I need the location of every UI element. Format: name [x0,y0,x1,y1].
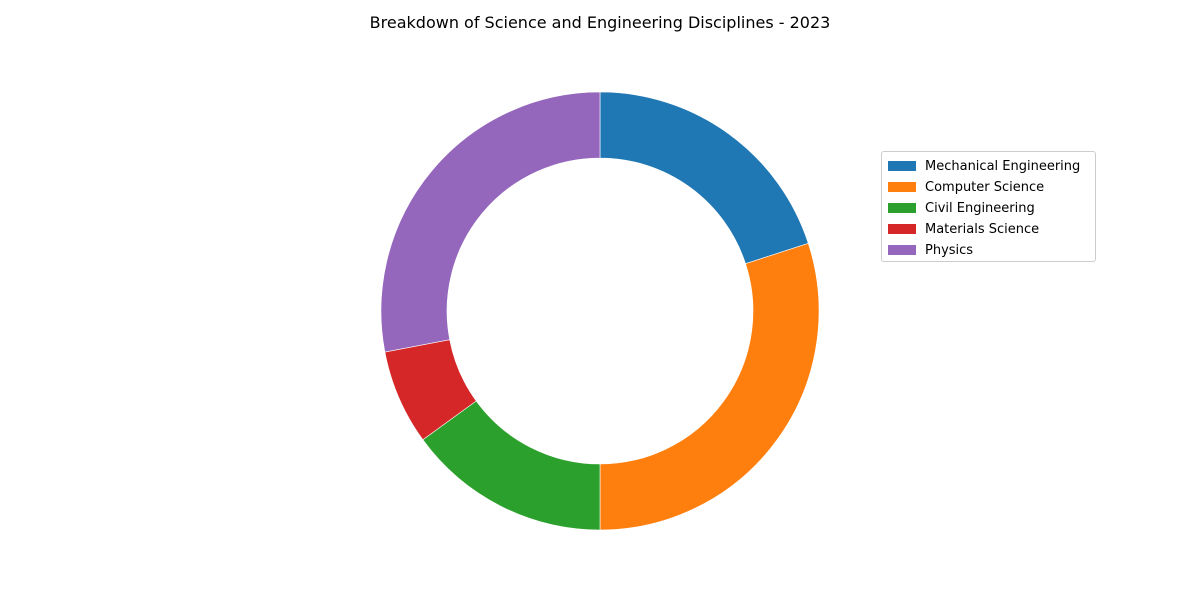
legend-label: Computer Science [925,180,1045,195]
legend-swatch [888,203,916,213]
slice-physics [380,91,601,353]
legend-item-physics: Physics [882,240,1095,261]
legend-swatch [888,161,916,171]
legend-swatch [888,224,916,234]
legend-item-mechanical-engineering: Mechanical Engineering [882,156,1095,177]
legend-item-materials-science: Materials Science [882,219,1095,240]
chart-legend: Mechanical Engineering Computer Science … [881,151,1096,262]
legend-swatch [888,245,916,255]
slice-computer-science [599,242,820,531]
legend-swatch [888,182,916,192]
legend-item-civil-engineering: Civil Engineering [882,198,1095,219]
donut-slices [380,91,820,531]
legend-label: Materials Science [925,222,1040,237]
legend-label: Civil Engineering [925,201,1035,216]
legend-label: Physics [925,243,974,258]
chart-title: Breakdown of Science and Engineering Dis… [369,13,831,32]
legend-item-computer-science: Computer Science [882,177,1095,198]
slice-mechanical-engineering [599,91,809,265]
legend-label: Mechanical Engineering [925,159,1081,174]
